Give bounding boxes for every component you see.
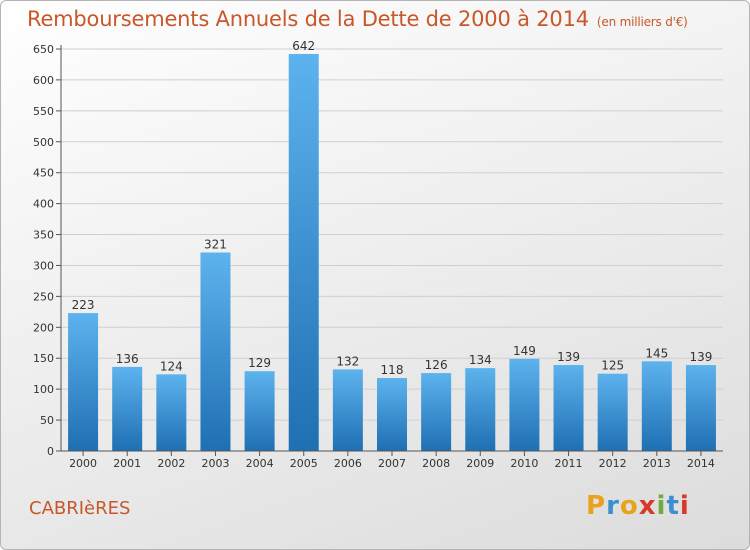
- bars: [68, 53, 716, 451]
- y-tick-label: 150: [33, 352, 54, 365]
- bar: [68, 313, 99, 451]
- x-tick-label: 2012: [599, 457, 627, 470]
- x-tick-label: 2009: [466, 457, 494, 470]
- bar-value-label: 139: [689, 350, 712, 364]
- bar-value-label: 139: [557, 350, 580, 364]
- bar-value-label: 642: [292, 39, 315, 53]
- bar: [685, 365, 716, 451]
- bar: [377, 378, 407, 451]
- y-tick-label: 400: [33, 198, 54, 211]
- logo-letter: i: [679, 491, 690, 521]
- y-tick-label: 450: [33, 167, 54, 180]
- x-tick-label: 2003: [201, 457, 229, 470]
- bar: [465, 368, 496, 451]
- x-tick-label: 2005: [290, 457, 318, 470]
- bar: [641, 361, 672, 451]
- y-tick-label: 600: [33, 74, 54, 87]
- x-tick-label: 2014: [687, 457, 715, 470]
- y-tick-label: 0: [47, 445, 54, 458]
- bar-value-label: 132: [336, 354, 359, 368]
- bar: [597, 373, 628, 451]
- bar-value-label: 321: [204, 237, 227, 251]
- y-tick-label: 550: [33, 105, 54, 118]
- x-tick-label: 2006: [334, 457, 362, 470]
- x-tick-label: 2007: [378, 457, 406, 470]
- y-axis: 0 50 100 150 200 250 300 350 400 450 500 550 600 650: [33, 43, 62, 458]
- bar: [112, 366, 143, 451]
- x-tick-label: 2011: [555, 457, 583, 470]
- bar-value-label: 134: [469, 353, 492, 367]
- x-tick-label: 2004: [246, 457, 274, 470]
- y-tick-label: 500: [33, 136, 54, 149]
- y-tick-label: 50: [40, 414, 54, 427]
- bar: [156, 374, 187, 451]
- logo-letter: P: [586, 491, 607, 521]
- logo-letter: x: [638, 491, 657, 521]
- bar-value-label: 125: [601, 359, 624, 373]
- y-tick-label: 200: [33, 321, 54, 334]
- y-tick-label: 100: [33, 383, 54, 396]
- bar-value-label: 136: [116, 352, 139, 366]
- data-labels: 223 136 124 321 129 642 132 118 126 134 149 139 125 1…: [72, 39, 713, 377]
- bar-value-label: 223: [72, 298, 95, 312]
- x-tick-label: 2013: [643, 457, 671, 470]
- commune-name: CABRIèRES: [29, 498, 131, 519]
- bar: [288, 53, 319, 451]
- bar: [200, 252, 231, 451]
- bar: [244, 371, 275, 451]
- bar-value-label: 145: [645, 346, 668, 360]
- bar-value-label: 126: [425, 358, 448, 372]
- x-tick-label: 2008: [422, 457, 450, 470]
- x-tick-label: 2000: [69, 457, 97, 470]
- x-axis: 2000 2001 2002 2003 2004 2005 2006 2007 2008 2009…: [61, 450, 723, 470]
- logo-letter: i: [656, 491, 667, 521]
- bar: [553, 365, 584, 451]
- bar-value-label: 149: [513, 344, 536, 358]
- y-tick-label: 650: [33, 43, 54, 56]
- x-tick-label: 2002: [157, 457, 185, 470]
- logo-letter: t: [666, 491, 680, 521]
- y-tick-label: 250: [33, 290, 54, 303]
- bar-value-label: 129: [248, 356, 271, 370]
- proxiti-logo[interactable]: Proxiti: [586, 491, 690, 521]
- bar-value-label: 124: [160, 359, 183, 373]
- title-unit: (en milliers d'€): [596, 15, 688, 29]
- y-tick-label: 350: [33, 229, 54, 242]
- logo-letter: o: [619, 491, 639, 521]
- bar: [509, 358, 540, 451]
- bar: [332, 369, 363, 451]
- logo-letter: r: [606, 491, 620, 521]
- bar: [421, 373, 452, 451]
- x-tick-label: 2010: [510, 457, 538, 470]
- x-tick-label: 2001: [113, 457, 141, 470]
- chart-title: Remboursements Annuels de la Dette de 20…: [27, 7, 688, 31]
- title-text: Remboursements Annuels de la Dette de 20…: [27, 7, 589, 31]
- bar-value-label: 118: [381, 363, 404, 377]
- y-tick-label: 300: [33, 259, 54, 272]
